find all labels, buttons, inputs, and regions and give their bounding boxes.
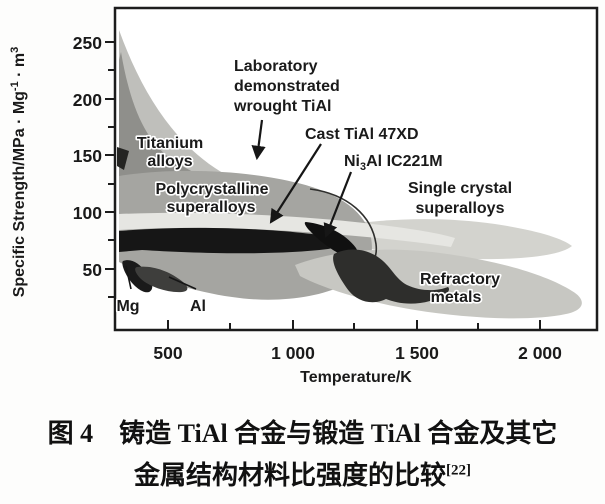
x-tick-500: 500 [153,343,182,363]
axis-dark-wedge [117,147,129,170]
y-tick-labels: 250 200 150 100 50 [73,33,102,280]
label-poly-line2: superalloys [167,199,256,216]
caption-line1: 图 4 铸造 TiAl 合金与锻造 TiAl 合金及其它 [47,419,558,448]
arrow-cast-tial [269,143,322,224]
region-al [135,266,188,293]
label-ni3al: Ni3Al IC221M [344,153,443,173]
figure-caption: 图 4 铸造 TiAl 合金与锻造 TiAl 合金及其它 金属结构材料比强度的比… [0,405,605,491]
y-tick-150: 150 [73,146,102,166]
caption-line2-text: 金属结构材料比强度的比较 [133,461,446,490]
label-poly-line1: Polycrystalline [156,181,269,198]
y-tick-50: 50 [83,260,103,280]
arrow-ni3al [323,171,353,238]
label-titanium-line1: Titanium [137,135,203,152]
label-cast-tial: Cast TiAl 47XD [305,126,419,143]
pointer-line-al [168,276,197,290]
pointer-line-mg [125,265,132,290]
x-axis-title: Temperature/K [300,369,412,386]
y-tick-250: 250 [73,33,102,53]
annotation-arrows [125,119,353,290]
label-wrought-line2: demonstrated [234,78,340,95]
region-pale-stripe [119,212,455,247]
label-refractory-line2: metals [431,289,482,306]
label-wrought-line1: Laboratory [234,58,318,75]
region-mg [122,260,153,293]
x-tick-labels: 500 1 000 1 500 2 000 [153,343,562,363]
region-refractory-dark-core [333,249,450,304]
label-single-crystal-line1: Single crystal [408,180,512,197]
label-ni3al-base: Ni [344,153,360,170]
label-refractory-line1: Refractory [420,271,500,288]
y-tick-100: 100 [73,203,102,223]
caption-reference-superscript: [22] [446,462,471,479]
y-axis-title-sup2: 3 [9,47,21,53]
y-tick-200: 200 [73,90,102,110]
x-tick-1500: 1 500 [395,343,439,363]
specific-strength-chart: 250 200 150 100 50 500 1 000 1 500 2 000… [9,6,599,386]
label-ni3al-sub: 3 [360,161,366,173]
arrow-wrought-tial [251,119,266,161]
label-single-crystal-line2: superalloys [416,200,505,217]
label-ni3al-rest: Al IC221M [366,153,442,170]
caption-line2: 金属结构材料比强度的比较[22] [0,460,605,491]
label-wrought-line3: wrought TiAl [233,98,331,115]
x-tick-1000: 1 000 [271,343,315,363]
label-al: Al [190,298,206,315]
x-axis-ticks [167,320,541,330]
plot-frame [113,6,599,332]
material-regions [117,30,582,319]
x-tick-2000: 2 000 [518,343,562,363]
y-axis-title-main: Specific Strength/MPa · Mg [11,91,28,297]
region-cast-tial-47xd [119,227,345,254]
region-labels: Titanium alloys Laboratory demonstrated … [115,56,514,316]
y-axis-title-sup1: -1 [9,81,21,91]
label-mg: Mg [116,298,139,315]
y-axis-title-mid: · m [11,53,28,81]
y-axis-title: Specific Strength/MPa · Mg-1 · m3 [9,47,28,298]
label-titanium-line2: alloys [147,153,192,170]
region-ni3al-ic221m [304,222,358,259]
y-axis-ticks [105,41,115,298]
